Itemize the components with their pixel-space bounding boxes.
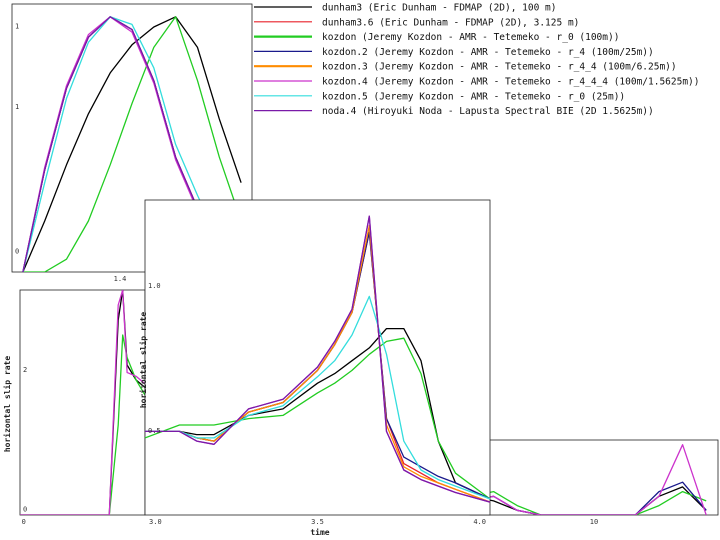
- main-zoom-panel: 1.0 0.5 3.0 3.5 4.0 time horizontal slip rat…: [138, 199, 491, 537]
- series-line-2-2: [145, 337, 490, 500]
- legend-entry-3: kozdon.2 (Jeremy Kozdon - AMR - Tetemeko…: [322, 47, 654, 58]
- legend-entry-4: kozdon.3 (Jeremy Kozdon - AMR - Tetemeko…: [322, 62, 677, 73]
- series-line-3-0: [470, 486, 707, 515]
- legend-entry-7: noda.4 (Hiroyuki Noda - Lapusta Spectral…: [322, 106, 654, 117]
- legend-entry-0: dunham3 (Eric Dunham - FDMAP (2D), 100 m…: [322, 3, 557, 14]
- series-line-2-6: [145, 295, 490, 500]
- series-line-3-1: [470, 490, 707, 515]
- y-tick-label-1-0: 2: [23, 366, 27, 374]
- series-line-2-7: [145, 215, 490, 503]
- left-panel-ylabel: horizontal slip rate: [2, 356, 12, 453]
- legend: dunham3 (Eric Dunham - FDMAP (2D), 100 m…: [254, 3, 700, 117]
- series-line-1-2: [20, 290, 145, 515]
- y-tick-label-2-0: 1.0: [148, 282, 161, 290]
- left-panel-frame: [19, 289, 146, 516]
- y-tick-label-1-1: 0: [23, 505, 27, 513]
- legend-entry-1: dunham3.6 (Eric Dunham - FDMAP (2D), 3.1…: [322, 17, 579, 28]
- x-tick-label-0-0: 1.4: [114, 275, 127, 283]
- x-tick-label-2-0: 3.0: [149, 518, 162, 526]
- x-tick-label-3-0: 10: [590, 518, 598, 526]
- series-line-0-0: [22, 16, 242, 272]
- series-line-2-0: [145, 327, 490, 500]
- bottom-right-panel: 10: [469, 439, 719, 526]
- x-tick-label-1-0: 0: [22, 518, 26, 526]
- series-line-0-2: [22, 16, 242, 272]
- x-tick-label-2-1: 3.5: [311, 518, 324, 526]
- y-tick-label-0-0: 1: [15, 22, 19, 30]
- series-line-2-4: [145, 225, 490, 503]
- y-tick-label-2-1: 0.5: [148, 427, 161, 435]
- y-tick-label-0-1: 1: [15, 103, 19, 111]
- legend-entry-5: kozdon.4 (Jeremy Kozdon - AMR - Tetemeko…: [322, 77, 700, 88]
- left-panel: 2 0 0 horizontal slip rate: [2, 289, 146, 526]
- x-tick-label-2-2: 4.0: [473, 518, 486, 526]
- series-line-3-3: [470, 444, 707, 515]
- main-zoom-ylabel: horizontal slip rate: [138, 312, 148, 409]
- legend-entry-6: kozdon.5 (Jeremy Kozdon - AMR - Tetemeko…: [322, 91, 625, 102]
- y-tick-label-0-2: 0: [15, 248, 19, 256]
- legend-entry-2: kozdon (Jeremy Kozdon - AMR - Tetemeko -…: [322, 32, 619, 43]
- main-zoom-xlabel: time: [310, 527, 329, 537]
- main-zoom-panel-frame: [144, 199, 491, 516]
